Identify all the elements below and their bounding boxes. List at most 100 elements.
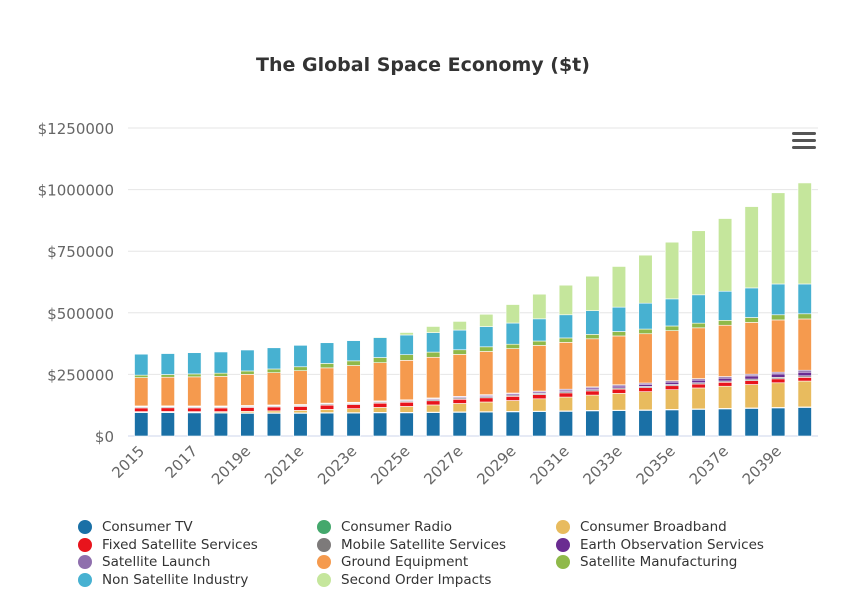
legend-item[interactable]: Satellite Launch (78, 553, 210, 571)
bar-segment[interactable] (585, 394, 600, 411)
bar-segment[interactable] (452, 354, 467, 397)
bar-segment[interactable] (611, 306, 627, 332)
bar-segment[interactable] (266, 413, 282, 437)
bar-segment[interactable] (611, 410, 627, 437)
bar-segment[interactable] (187, 412, 202, 437)
bar-segment[interactable] (691, 387, 706, 410)
bar-segment[interactable] (399, 406, 414, 413)
bar-segment[interactable] (664, 381, 680, 385)
bar-segment[interactable] (373, 357, 388, 363)
bar-segment[interactable] (558, 342, 573, 390)
bar-segment[interactable] (187, 352, 202, 375)
bar-segment[interactable] (134, 353, 149, 376)
bar-segment[interactable] (771, 314, 786, 321)
bar-segment[interactable] (399, 412, 414, 437)
bar-segment[interactable] (744, 322, 759, 375)
bar-segment[interactable] (744, 408, 759, 437)
bar-segment[interactable] (664, 241, 680, 300)
bar-segment[interactable] (134, 407, 149, 412)
chart-menu-button[interactable] (792, 132, 816, 152)
bar-segment[interactable] (532, 293, 547, 320)
bar-segment[interactable] (319, 404, 335, 410)
bar-segment[interactable] (638, 302, 653, 330)
bar-segment[interactable] (611, 388, 627, 394)
bar-segment[interactable] (266, 368, 282, 373)
bar-segment[interactable] (771, 378, 786, 384)
bar-segment[interactable] (664, 389, 680, 410)
bar-segment[interactable] (452, 412, 467, 437)
bar-segment[interactable] (266, 406, 282, 412)
bar-segment[interactable] (744, 206, 759, 289)
bar-segment[interactable] (293, 413, 308, 437)
bar-segment[interactable] (160, 412, 175, 437)
bar-segment[interactable] (373, 402, 388, 408)
bar-segment[interactable] (346, 412, 361, 437)
bar-segment[interactable] (346, 340, 361, 362)
legend-item[interactable]: Consumer TV (78, 518, 193, 536)
bar-segment[interactable] (744, 384, 759, 409)
bar-segment[interactable] (426, 332, 441, 353)
bar-segment[interactable] (240, 407, 255, 412)
bar-segment[interactable] (691, 383, 706, 389)
bar-segment[interactable] (505, 343, 520, 349)
bar-segment[interactable] (718, 408, 733, 437)
bar-segment[interactable] (585, 390, 600, 396)
legend-item[interactable]: Ground Equipment (317, 553, 468, 571)
bar-segment[interactable] (399, 354, 414, 361)
bar-segment[interactable] (771, 382, 786, 408)
bar-segment[interactable] (134, 374, 149, 378)
bar-segment[interactable] (240, 413, 255, 437)
bar-segment[interactable] (664, 409, 680, 437)
legend-item[interactable]: Non Satellite Industry (78, 571, 248, 589)
bar-segment[interactable] (479, 351, 494, 395)
bar-segment[interactable] (744, 375, 759, 380)
bar-segment[interactable] (346, 404, 361, 409)
bar-segment[interactable] (532, 394, 547, 400)
bar-segment[interactable] (558, 396, 573, 412)
bar-segment[interactable] (213, 372, 228, 377)
bar-segment[interactable] (134, 377, 149, 407)
bar-segment[interactable] (638, 328, 653, 335)
bar-segment[interactable] (160, 376, 175, 407)
bar-segment[interactable] (718, 218, 733, 292)
bar-segment[interactable] (638, 254, 653, 304)
bar-segment[interactable] (797, 283, 812, 315)
bar-segment[interactable] (611, 393, 627, 411)
bar-segment[interactable] (691, 327, 706, 379)
bar-segment[interactable] (532, 340, 547, 346)
bar-segment[interactable] (532, 318, 547, 342)
bar-segment[interactable] (479, 313, 494, 327)
legend-item[interactable]: Satellite Manufacturing (556, 553, 737, 571)
bar-segment[interactable] (797, 371, 812, 377)
bar-segment[interactable] (718, 381, 733, 387)
bar-segment[interactable] (293, 406, 308, 411)
bar-segment[interactable] (638, 387, 653, 392)
bar-segment[interactable] (426, 404, 441, 413)
bar-segment[interactable] (319, 342, 335, 364)
bar-segment[interactable] (319, 367, 335, 404)
bar-segment[interactable] (585, 410, 600, 437)
bar-segment[interactable] (426, 351, 441, 358)
bar-segment[interactable] (558, 411, 573, 437)
bar-segment[interactable] (293, 410, 308, 414)
bar-segment[interactable] (266, 372, 282, 406)
bar-segment[interactable] (426, 412, 441, 437)
bar-segment[interactable] (452, 398, 467, 404)
bar-segment[interactable] (479, 346, 494, 352)
bar-segment[interactable] (319, 412, 335, 437)
bar-segment[interactable] (638, 391, 653, 411)
bar-segment[interactable] (611, 335, 627, 386)
bar-segment[interactable] (187, 373, 202, 378)
bar-segment[interactable] (505, 348, 520, 394)
bar-segment[interactable] (664, 385, 680, 390)
bar-segment[interactable] (426, 356, 441, 399)
bar-segment[interactable] (505, 396, 520, 401)
bar-segment[interactable] (611, 331, 627, 337)
bar-segment[interactable] (479, 411, 494, 437)
bar-segment[interactable] (160, 407, 175, 412)
bar-segment[interactable] (160, 374, 175, 378)
bar-segment[interactable] (718, 324, 733, 377)
bar-segment[interactable] (505, 304, 520, 324)
bar-segment[interactable] (505, 322, 520, 345)
bar-segment[interactable] (293, 366, 308, 372)
